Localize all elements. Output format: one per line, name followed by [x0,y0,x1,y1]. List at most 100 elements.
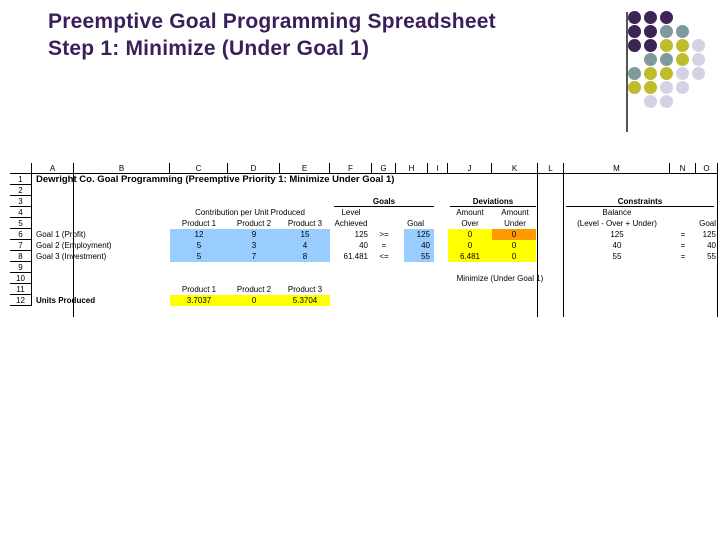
goal-name[interactable]: Goal 3 (Investment) [36,252,107,261]
corner-cell[interactable] [10,163,32,174]
row-number[interactable]: 10 [10,273,32,284]
product-1-label[interactable]: Product 1 [181,285,217,294]
units-produced-cell[interactable]: 0 [228,295,280,306]
product-3-header[interactable]: Product 3 [287,219,323,228]
balance-label[interactable]: Balance [602,208,632,217]
units-produced-cell[interactable]: 5.3704 [280,295,330,306]
amount-under-cell[interactable]: 0 [492,240,536,251]
minimize-label[interactable]: Minimize (Under Goal 1) [456,274,544,283]
goal-label[interactable]: Goal [407,219,424,228]
decorative-dot [628,67,641,80]
goal2-cell[interactable]: 125 [702,230,716,239]
row-number[interactable]: 9 [10,262,32,273]
sheet-row-5: 5 Product 1 Product 2 Product 3 Achieved… [10,218,718,229]
col-header-j[interactable]: J [448,163,492,174]
col-header-m[interactable]: M [564,163,670,174]
amount-over-cell[interactable]: 6.481 [448,251,492,262]
units-produced-cell[interactable]: 3.7037 [170,295,228,306]
achieved-label[interactable]: Achieved [334,219,368,228]
goal-name[interactable]: Goal 1 (Profit) [36,230,86,239]
product-2-label[interactable]: Product 2 [236,285,272,294]
decorative-dot [644,25,657,38]
row-number[interactable]: 1 [10,174,32,185]
contribution-cell[interactable]: 5 [170,240,228,251]
units-produced-label[interactable]: Units Produced [36,296,96,305]
goals-label[interactable]: Goals [334,196,434,207]
over-label[interactable]: Over [461,219,479,228]
level-achieved-cell[interactable]: 61.481 [343,252,368,261]
contribution-label[interactable]: Contribution per Unit Produced [195,208,305,217]
row-number[interactable]: 4 [10,207,32,218]
contribution-cell[interactable]: 12 [170,229,228,240]
level-achieved-cell[interactable]: 40 [359,241,368,250]
contribution-cell[interactable]: 4 [280,240,330,251]
amount-under-cell[interactable]: 0 [492,229,536,240]
goal2-cell[interactable]: 40 [707,241,716,250]
product-3-label[interactable]: Product 3 [287,285,323,294]
goal-cell[interactable]: 125 [404,229,434,240]
level-label[interactable]: Level [341,208,361,217]
amount-over-label[interactable]: Amount [456,208,484,217]
contribution-cell[interactable]: 9 [228,229,280,240]
constraints-label[interactable]: Constraints [566,196,714,207]
goal-cell[interactable]: 55 [404,251,434,262]
goal2-cell[interactable]: 55 [707,252,716,261]
goal-cell[interactable]: 40 [404,240,434,251]
amount-over-cell[interactable]: 0 [448,229,492,240]
contribution-cell[interactable]: 5 [170,251,228,262]
contribution-cell[interactable]: 15 [280,229,330,240]
under-label[interactable]: Under [504,219,526,228]
row-number[interactable]: 8 [10,251,32,262]
col-header-k[interactable]: K [492,163,538,174]
row-number[interactable]: 3 [10,196,32,207]
balance-cell[interactable]: 40 [612,241,622,250]
col-header-h[interactable]: H [396,163,428,174]
amount-over-cell[interactable]: 0 [448,240,492,251]
row-number[interactable]: 7 [10,240,32,251]
col-header-g[interactable]: G [372,163,396,174]
product-1-header[interactable]: Product 1 [181,219,217,228]
contribution-cell[interactable]: 3 [228,240,280,251]
col-header-i[interactable]: I [428,163,448,174]
row-number[interactable]: 6 [10,229,32,240]
col-header-d[interactable]: D [228,163,280,174]
row-number[interactable]: 12 [10,295,32,306]
balance-formula-label[interactable]: (Level - Over + Under) [577,219,657,228]
amount-under-label[interactable]: Amount [501,208,529,217]
col-header-o[interactable]: O [696,163,718,174]
sign-cell[interactable]: <= [379,252,389,261]
decorative-dot [628,11,641,24]
sheet-heading[interactable]: Dewright Co. Goal Programming (Preemptiv… [36,174,395,185]
col-header-n[interactable]: N [670,163,696,174]
contribution-cell[interactable]: 7 [228,251,280,262]
row-number[interactable]: 5 [10,218,32,229]
level-achieved-cell[interactable]: 125 [354,230,368,239]
product-2-header[interactable]: Product 2 [236,219,272,228]
goal-label-o[interactable]: Goal [699,219,716,228]
deviations-label[interactable]: Deviations [450,196,536,207]
balance-cell[interactable]: 125 [610,230,624,239]
decorative-dot [676,53,689,66]
col-header-c[interactable]: C [170,163,228,174]
row-number[interactable]: 11 [10,284,32,295]
col-header-f[interactable]: F [330,163,372,174]
contribution-cell[interactable]: 8 [280,251,330,262]
balance-cell[interactable]: 55 [612,252,622,261]
sheet-row-11: 11 Product 1 Product 2 Product 3 [10,284,718,295]
eq-cell[interactable]: = [680,241,686,250]
sign-cell[interactable]: = [381,241,387,250]
col-header-e[interactable]: E [280,163,330,174]
eq-cell[interactable]: = [680,252,686,261]
sign-cell[interactable]: >= [379,230,389,239]
amount-under-cell[interactable]: 0 [492,251,536,262]
sheet-row-1: 1 Dewright Co. Goal Programming (Preempt… [10,174,718,185]
decorative-dot [660,25,673,38]
decorative-dot [660,81,673,94]
col-header-l[interactable]: L [538,163,564,174]
col-header-b[interactable]: B [74,163,170,174]
eq-cell[interactable]: = [680,230,686,239]
col-header-a[interactable]: A [32,163,74,174]
decorative-dot [660,39,673,52]
goal-name[interactable]: Goal 2 (Employment) [36,241,112,250]
row-number[interactable]: 2 [10,185,32,196]
